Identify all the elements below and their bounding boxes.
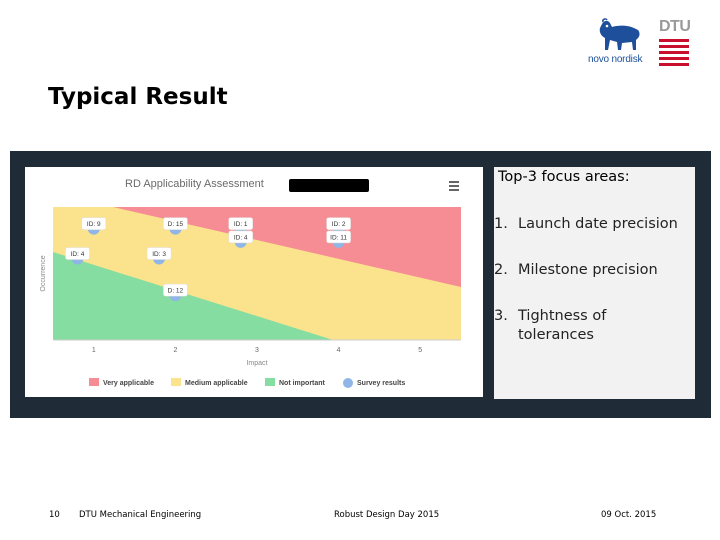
point-label: D: 12 [168,288,184,295]
point-label: D: 15 [168,221,184,228]
list-item-number: 3. [494,308,508,324]
point-label-box [65,247,90,260]
legend-label: Survey results [357,380,405,387]
focus-title: Top-3 focus areas: [498,169,630,185]
point-label-box [228,230,253,244]
point-label-box [81,217,107,230]
legend-marker [265,378,275,386]
point-label-box [326,217,351,230]
focus-areas-card: Top-3 focus areas: 1. Launch date precisi… [494,167,695,399]
list-item-text: Milestone precision [518,262,658,278]
dtu-stripes-icon [659,39,689,66]
point-label-box [228,217,253,230]
x-tick-label: 5 [418,347,422,354]
novo-nordisk-wordmark: novo nordisk [588,54,643,65]
point-label: ID: 4 [234,234,248,241]
apis-bull-icon [599,18,640,50]
legend-marker [343,378,353,388]
applicability-chart: 1 2 3 4 5 Impact Occurrence ID: 9 D: 15 ID: 1 ID: … [40,207,461,388]
chart-card: 1 2 3 4 5 Impact Occurrence ID: 9 D: 15 ID: 1 ID: … [25,167,483,397]
x-tick-label: 1 [92,347,96,354]
point-label: ID: 9 [87,221,101,228]
zone-not-important [53,252,333,340]
page-number: 10 [49,510,60,520]
point-label: ID: 1 [234,221,248,228]
list-item: 3. Tightness of tolerances [494,307,638,345]
legend-marker [171,378,181,386]
list-item-number: 2. [494,262,508,278]
footer-date: 09 Oct. 2015 [601,510,657,520]
chart-title: RD Applicability Assessment [125,178,264,190]
legend-label: Very applicable [103,380,154,387]
footer-department: DTU Mechanical Engineering [79,510,202,520]
point-label-box [326,230,351,244]
list-item-text: Launch date precision [518,216,678,232]
dtu-wordmark: DTU [659,18,691,35]
x-axis-label: Impact [246,360,267,367]
legend-marker [89,378,99,386]
y-axis-label: Occurrence [40,255,47,291]
novo-nordisk-logo: novo nordisk [588,18,656,68]
point-label-box [163,283,188,297]
point-label: ID: 2 [332,221,346,228]
point-label-box [163,217,188,230]
point-label: ID: 3 [152,251,166,258]
x-tick-label: 4 [337,347,341,354]
x-tick-label: 3 [255,347,259,354]
x-tick-label: 2 [173,347,177,354]
list-item-text: Tightness of tolerances [518,308,607,343]
point-label-box [146,247,172,260]
list-item: 1. Launch date precision [494,215,678,234]
redaction-bar [289,179,369,192]
legend-label: Medium applicable [185,380,248,387]
footer-event: Robust Design Day 2015 [334,510,440,520]
hamburger-menu-icon[interactable] [449,181,459,191]
list-item: 2. Milestone precision [494,261,658,280]
dtu-logo: DTU [657,18,691,66]
list-item-number: 1. [494,216,508,232]
point-label: ID: 4 [71,251,85,258]
legend-label: Not important [279,380,326,387]
slide-title: Typical Result [48,84,228,110]
point-label: ID: 11 [330,234,347,241]
